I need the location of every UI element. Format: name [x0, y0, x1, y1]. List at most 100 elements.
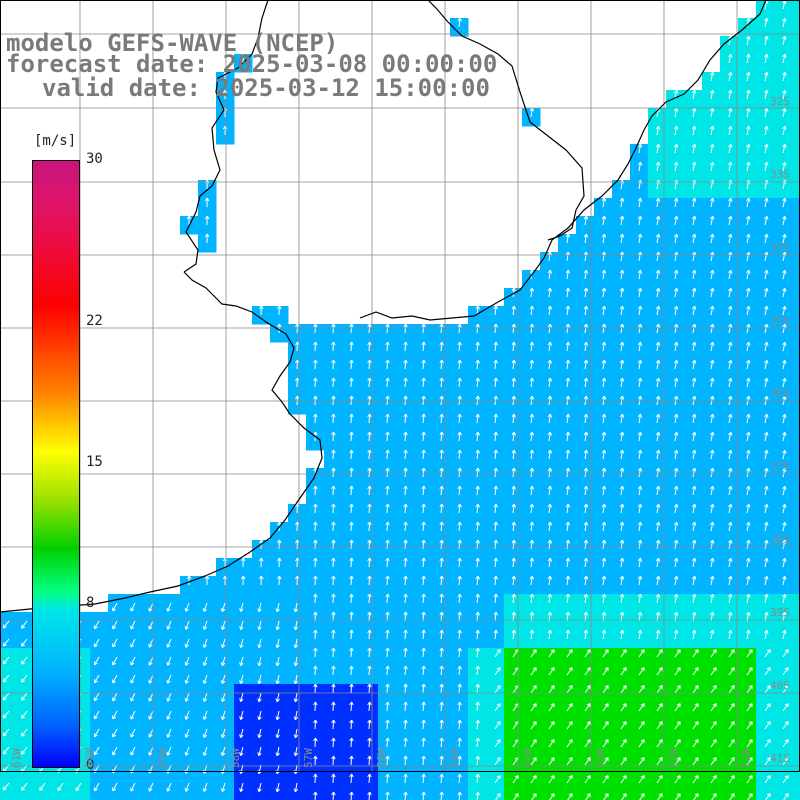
wind-cell — [774, 234, 793, 253]
wind-arrow — [620, 450, 623, 460]
wind-arrow — [458, 377, 461, 388]
wind-arrowhead — [586, 775, 591, 780]
wind-arrow — [276, 764, 280, 774]
wind-arrow — [422, 773, 425, 784]
wind-arrow — [764, 486, 768, 496]
wind-arrowhead — [367, 629, 372, 634]
wind-arrowhead — [529, 467, 535, 472]
wind-arrowhead — [784, 793, 789, 798]
wind-cell — [432, 414, 451, 433]
wind-arrowhead — [673, 539, 679, 544]
wind-cell — [612, 774, 631, 793]
wind-arrowhead — [349, 377, 354, 382]
wind-arrow — [203, 602, 208, 612]
wind-cell — [738, 486, 757, 505]
wind-arrow — [404, 557, 407, 568]
wind-arrowhead — [293, 626, 299, 631]
wind-arrowhead — [421, 719, 426, 724]
wind-arrow — [764, 522, 768, 532]
wind-arrow — [710, 504, 714, 514]
wind-cell — [756, 450, 775, 469]
wind-arrow — [566, 558, 569, 568]
wind-arrowhead — [691, 503, 697, 508]
wind-cell — [774, 252, 793, 271]
wind-arrowhead — [550, 793, 555, 798]
wind-cell — [666, 270, 685, 289]
wind-arrowhead — [691, 449, 697, 454]
wind-arrowhead — [475, 359, 480, 364]
wind-arrowhead — [547, 377, 553, 382]
wind-arrowhead — [547, 449, 553, 454]
wind-arrowhead — [349, 575, 354, 580]
wind-cell — [522, 720, 541, 739]
wind-arrow — [494, 324, 497, 334]
wind-arrow — [782, 649, 789, 658]
wind-arrowhead — [746, 557, 751, 562]
wind-arrow — [458, 773, 461, 784]
wind-cell — [252, 540, 271, 559]
wind-cell — [792, 90, 800, 109]
wind-arrowhead — [475, 377, 480, 382]
wind-cell — [378, 360, 397, 379]
wind-arrow — [584, 703, 591, 712]
wind-arrowhead — [547, 287, 553, 292]
wind-cell — [720, 396, 739, 415]
wind-arrow — [258, 638, 262, 648]
wind-cell — [270, 324, 289, 343]
wind-arrowhead — [784, 667, 789, 672]
wind-arrowhead — [640, 667, 645, 672]
wind-arrow — [674, 522, 678, 532]
wind-cell — [558, 324, 577, 343]
wind-cell — [324, 756, 343, 775]
wind-arrowhead — [710, 629, 715, 634]
wind-arrowhead — [166, 607, 171, 612]
wind-arrowhead — [496, 793, 501, 798]
wind-arrow — [656, 360, 660, 370]
wind-cell — [252, 792, 271, 800]
wind-arrow — [746, 54, 750, 64]
longitude-label: 61W — [10, 748, 23, 768]
wind-arrowhead — [148, 679, 153, 684]
wind-arrow — [710, 667, 717, 676]
wind-cell — [540, 720, 559, 739]
wind-arrow — [674, 630, 678, 640]
wind-arrowhead — [601, 503, 607, 508]
wind-arrowhead — [547, 503, 553, 508]
wind-arrow — [620, 306, 623, 316]
wind-arrow — [368, 575, 371, 586]
wind-cell — [522, 504, 541, 523]
wind-cell — [360, 432, 379, 451]
wind-arrow — [350, 467, 353, 478]
wind-cell — [378, 648, 397, 667]
wind-arrowhead — [385, 791, 390, 796]
wind-arrow — [728, 649, 735, 658]
wind-arrowhead — [166, 661, 171, 666]
wind-arrowhead — [655, 413, 661, 418]
wind-arrow — [764, 432, 768, 442]
wind-cell — [630, 450, 649, 469]
wind-cell — [450, 342, 469, 361]
wind-arrowhead — [710, 107, 715, 112]
wind-arrowhead — [21, 786, 25, 791]
wind-arrow — [782, 270, 786, 280]
wind-arrowhead — [691, 413, 697, 418]
wind-arrowhead — [691, 431, 697, 436]
wind-arrow — [185, 656, 190, 666]
wind-cell — [504, 504, 523, 523]
wind-cell — [774, 306, 793, 325]
wind-arrow — [764, 108, 768, 118]
wind-arrow — [602, 757, 609, 766]
wind-arrow — [764, 703, 771, 712]
wind-cell — [774, 216, 793, 235]
wind-arrowhead — [583, 287, 589, 292]
wind-cell — [324, 666, 343, 685]
wind-arrowhead — [782, 521, 787, 526]
wind-arrow — [692, 342, 696, 352]
wind-arrow — [638, 685, 645, 694]
wind-arrow — [692, 450, 696, 460]
wind-arrow — [692, 324, 696, 334]
wind-arrowhead — [601, 395, 607, 400]
wind-arrow — [294, 656, 298, 666]
wind-arrowhead — [349, 593, 354, 598]
wind-cell — [666, 360, 685, 379]
